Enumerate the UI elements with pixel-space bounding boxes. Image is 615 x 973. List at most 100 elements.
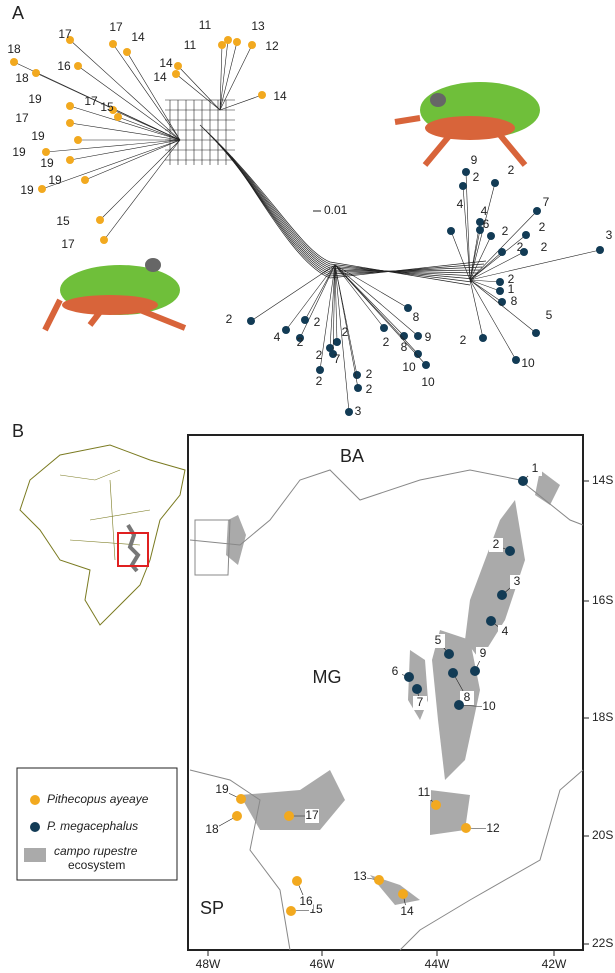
tip-label: 2 [316, 374, 323, 388]
tip-node [498, 248, 506, 256]
tip-node [282, 326, 290, 334]
tip-node [74, 136, 82, 144]
tip-label: 4 [274, 330, 281, 344]
site-label: 7 [417, 695, 424, 709]
tip-label: 8 [413, 310, 420, 324]
tip-label: 9 [425, 330, 432, 344]
network-edge [251, 265, 335, 321]
tip-node [459, 182, 467, 190]
tip-node [496, 287, 504, 295]
map-frame [188, 435, 583, 950]
site-label: 17 [305, 808, 319, 822]
tip-node [380, 324, 388, 332]
site-marker [374, 875, 384, 885]
tip-label: 2 [541, 240, 548, 254]
tip-label: 14 [159, 56, 173, 70]
tip-label: 2 [314, 315, 321, 329]
tip-label: 2 [460, 333, 467, 347]
site-label: 4 [502, 624, 509, 638]
network-edge [224, 149, 482, 274]
tip-node [333, 338, 341, 346]
tip-label: 5 [546, 308, 553, 322]
legend-marker [30, 822, 40, 832]
network-edge [232, 157, 486, 278]
tip-label: 19 [28, 92, 42, 106]
figure: A B 0.01 1818171617141113111214141419171… [0, 0, 615, 973]
network-edge [118, 117, 180, 140]
tip-node [66, 102, 74, 110]
tip-node [66, 156, 74, 164]
tip-node [96, 216, 104, 224]
tip-node [532, 329, 540, 337]
site-label: 10 [482, 699, 496, 713]
legend-marker [24, 848, 46, 862]
region-label: BA [340, 446, 364, 466]
network-edge [70, 123, 180, 140]
site-label: 5 [435, 633, 442, 647]
site-marker [470, 666, 480, 676]
tip-label: 18 [15, 71, 29, 85]
tip-label: 19 [12, 145, 26, 159]
tip-label: 15 [56, 214, 70, 228]
site-marker [444, 649, 454, 659]
site-label: 9 [480, 646, 487, 660]
site-marker [448, 668, 458, 678]
tip-label: 10 [521, 356, 535, 370]
tip-label: 6 [483, 217, 490, 231]
network-edge [70, 140, 180, 160]
tip-node [354, 384, 362, 392]
frog-illustration [395, 82, 540, 165]
site-label: 1 [532, 461, 539, 475]
tip-node [596, 246, 604, 254]
site-label: 8 [464, 690, 471, 704]
site-label: 13 [353, 869, 367, 883]
lat-tick-label: 18S [592, 710, 613, 724]
site-label: 16 [299, 894, 313, 908]
tip-node [248, 41, 256, 49]
tip-label: 8 [511, 294, 518, 308]
tip-label: 14 [131, 30, 145, 44]
tip-label: 4 [481, 204, 488, 218]
tip-node [447, 227, 455, 235]
legend-marker [30, 795, 40, 805]
tip-label: 14 [153, 70, 167, 84]
tip-node [114, 113, 122, 121]
tip-label: 7 [543, 195, 550, 209]
tip-label: 17 [58, 27, 72, 41]
panel-label: A [12, 3, 24, 23]
tip-label: 2 [366, 367, 373, 381]
tip-label: 19 [40, 156, 54, 170]
network-edge [104, 140, 180, 240]
site-marker [518, 476, 528, 486]
tip-node [66, 119, 74, 127]
lon-tick-label: 44W [425, 957, 450, 971]
network-edge [470, 236, 491, 280]
tip-node [533, 207, 541, 215]
site-label: 19 [215, 782, 229, 796]
tip-label: 2 [508, 163, 515, 177]
tip-node [414, 332, 422, 340]
lat-tick-label: 14S [592, 473, 613, 487]
tip-label: 3 [355, 404, 362, 418]
tip-node [38, 185, 46, 193]
network-edge [100, 140, 180, 220]
tip-node [487, 232, 495, 240]
network-edge [42, 140, 180, 189]
lon-tick-label: 48W [196, 957, 221, 971]
tip-node [42, 148, 50, 156]
network-edge [305, 265, 335, 320]
scale-bar-label: 0.01 [324, 203, 348, 217]
tip-node [109, 40, 117, 48]
tip-label: 9 [471, 153, 478, 167]
site-marker [404, 672, 414, 682]
lat-tick-label: 20S [592, 828, 613, 842]
region-label: MG [313, 667, 342, 687]
site-marker [412, 684, 422, 694]
tip-label: 17 [61, 237, 75, 251]
site-marker [286, 906, 296, 916]
page: {"panel_a":{"label":"A","scale_bar":"0.0… [0, 0, 615, 973]
tip-label: 2 [473, 170, 480, 184]
site-marker [497, 590, 507, 600]
network-edge [70, 106, 180, 140]
tip-label: 2 [502, 224, 509, 238]
